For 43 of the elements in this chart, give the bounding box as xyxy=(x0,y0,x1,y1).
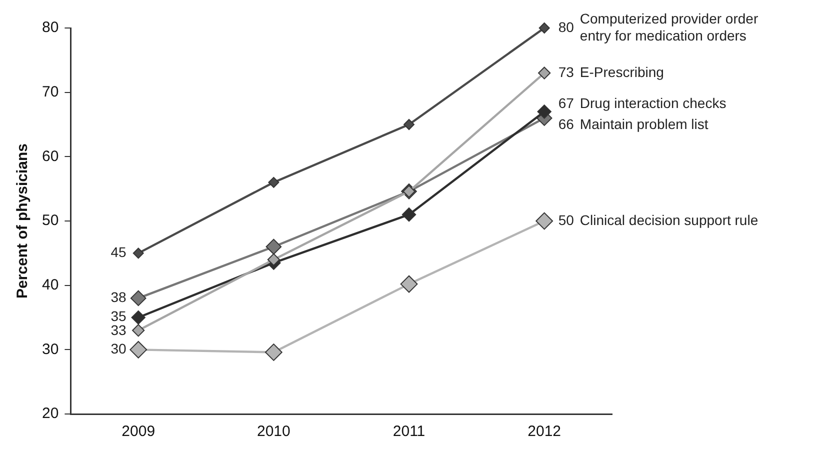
point xyxy=(132,248,144,259)
text: E-Prescribing xyxy=(580,64,664,80)
text: Computerized provider order entry for medication orders xyxy=(580,10,758,44)
data-label: 73 xyxy=(558,64,574,80)
y-tick-label: 60 xyxy=(42,148,59,165)
text: Maintain problem list xyxy=(580,116,708,132)
y-tick-label: 80 xyxy=(42,19,59,36)
point xyxy=(130,340,148,358)
point xyxy=(132,324,145,337)
y-axis-title: Percent of physicians xyxy=(14,143,32,299)
point xyxy=(536,212,554,230)
data-label: 45 xyxy=(110,244,127,260)
point xyxy=(402,207,416,222)
x-tick-label: 2010 xyxy=(256,423,290,440)
series-label: Clinical decision support rule xyxy=(580,212,758,228)
y-tick-label: 20 xyxy=(42,405,59,422)
point xyxy=(131,310,146,325)
data-label: 66 xyxy=(558,116,574,132)
point xyxy=(130,290,146,306)
y-tick-label: 50 xyxy=(42,212,59,230)
data-label: 33 xyxy=(110,322,127,338)
y-tick-label: 40 xyxy=(42,276,59,294)
y-tick-label: 30 xyxy=(42,340,59,358)
point xyxy=(267,253,280,266)
y-tick-label: 70 xyxy=(42,83,59,100)
data-label: 50 xyxy=(558,212,574,228)
data-label: 67 xyxy=(558,95,574,112)
point xyxy=(264,344,282,361)
point xyxy=(537,104,552,119)
point xyxy=(538,22,550,34)
x-tick-label: 2012 xyxy=(528,423,562,440)
x-tick-label: 2011 xyxy=(392,423,426,440)
data-label: 35 xyxy=(110,308,127,324)
text: Drug interaction checks xyxy=(580,95,726,112)
point xyxy=(400,275,418,293)
data-label: 30 xyxy=(110,340,127,357)
point xyxy=(538,66,551,80)
data-label: 38 xyxy=(110,289,127,306)
point xyxy=(404,119,415,130)
x-tick-label: 2009 xyxy=(122,423,156,440)
data-label: 80 xyxy=(558,18,574,35)
point xyxy=(268,176,280,188)
point xyxy=(266,238,282,255)
